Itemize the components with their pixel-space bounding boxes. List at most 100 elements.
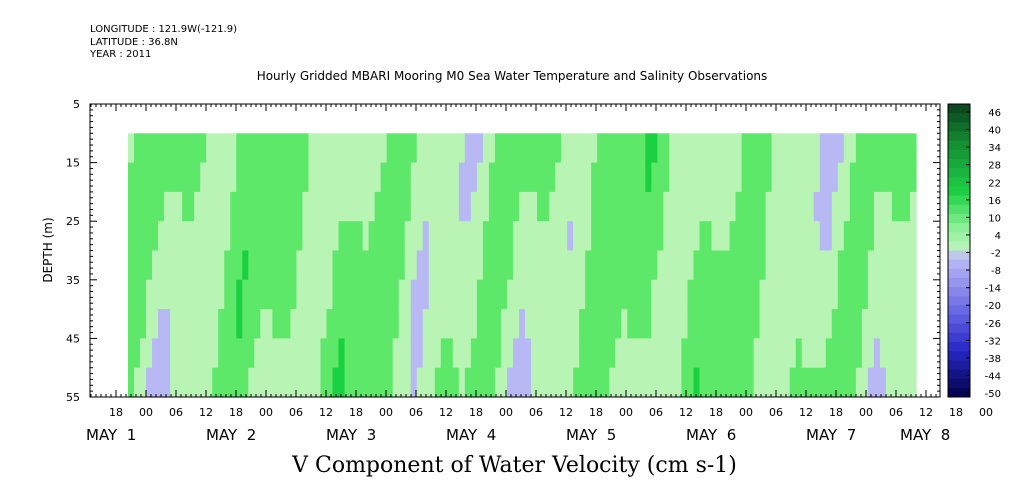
- heatmap-cell: [488, 133, 496, 164]
- heatmap-cell: [555, 191, 562, 222]
- heatmap-cell: [795, 338, 803, 369]
- heatmap-cell: [525, 221, 532, 252]
- heatmap-cell: [663, 162, 670, 193]
- heatmap-cell: [356, 367, 364, 398]
- heatmap-cell: [729, 221, 737, 252]
- heatmap-cell: [140, 367, 147, 398]
- heatmap-cell: [236, 309, 243, 339]
- heatmap-cell: [290, 221, 298, 252]
- heatmap-cell: [753, 133, 761, 164]
- heatmap-cell: [573, 133, 580, 164]
- heatmap-cell: [416, 279, 424, 310]
- heatmap-cell: [356, 191, 364, 222]
- heatmap-cell: [416, 309, 424, 339]
- heatmap-cell: [579, 162, 586, 193]
- heatmap-cell: [506, 367, 514, 398]
- heatmap-cell: [645, 191, 652, 222]
- heatmap-cell: [885, 279, 893, 310]
- heatmap-cell: [525, 250, 532, 281]
- heatmap-cell: [188, 133, 195, 164]
- heatmap-cell: [374, 250, 382, 281]
- heatmap-cell: [302, 133, 310, 164]
- heatmap-cell: [158, 250, 165, 281]
- heatmap-cell: [627, 133, 634, 164]
- heatmap-cell: [657, 338, 664, 369]
- heatmap-cell: [573, 338, 580, 369]
- heatmap-cell: [597, 162, 604, 193]
- heatmap-cell: [585, 309, 592, 339]
- x-hour-label: 12: [199, 406, 213, 419]
- heatmap-cell: [464, 338, 472, 369]
- heatmap-cell: [242, 133, 249, 164]
- heatmap-cell: [446, 191, 454, 222]
- heatmap-cell: [218, 367, 225, 398]
- colorbar-swatch: [948, 168, 970, 178]
- heatmap-cell: [470, 162, 478, 193]
- heatmap-cell: [771, 191, 779, 222]
- heatmap-cell: [717, 221, 725, 252]
- heatmap-cell: [230, 279, 237, 310]
- heatmap-cell: [404, 162, 412, 193]
- heatmap-cell: [867, 221, 875, 252]
- heatmap-cell: [663, 250, 670, 281]
- heatmap-cell: [158, 191, 165, 222]
- heatmap-cell: [801, 279, 809, 310]
- heatmap-cell: [494, 133, 502, 164]
- heatmap-cell: [909, 338, 917, 369]
- heatmap-cell: [891, 250, 899, 281]
- y-tick-label: 45: [66, 332, 80, 345]
- heatmap-cell: [380, 367, 388, 398]
- heatmap-cell: [266, 309, 273, 339]
- heatmap-cell: [176, 191, 183, 222]
- heatmap-cell: [140, 133, 147, 164]
- heatmap-cell: [368, 162, 376, 193]
- heatmap-cell: [428, 250, 436, 281]
- heatmap-cell: [657, 309, 664, 339]
- heatmap-cell: [362, 191, 370, 222]
- heatmap-cell: [464, 309, 472, 339]
- heatmap-cell: [711, 133, 719, 164]
- heatmap-cell: [759, 367, 767, 398]
- colorbar-swatch: [948, 113, 970, 123]
- heatmap-cell: [699, 338, 707, 369]
- heatmap-cell: [765, 279, 773, 310]
- heatmap-cell: [897, 250, 905, 281]
- heatmap-cell: [615, 133, 622, 164]
- heatmap-cell: [597, 279, 604, 310]
- heatmap-cell: [759, 221, 767, 252]
- heatmap-cell: [561, 279, 568, 310]
- heatmap-cell: [609, 191, 616, 222]
- heatmap-cell: [717, 309, 725, 339]
- heatmap-cell: [278, 338, 285, 369]
- x-hour-label: 06: [889, 406, 903, 419]
- heatmap-cell: [254, 309, 261, 339]
- heatmap-cell: [861, 133, 869, 164]
- heatmap-cell: [296, 309, 304, 339]
- heatmap-cell: [621, 133, 628, 164]
- heatmap-cell: [849, 338, 857, 369]
- heatmap-cell: [188, 309, 195, 339]
- colorbar-label: -44: [985, 371, 1001, 382]
- heatmap-cell: [182, 338, 189, 369]
- heatmap-cell: [615, 279, 622, 310]
- heatmap-cell: [128, 338, 135, 369]
- heatmap-cell: [464, 133, 472, 164]
- heatmap-cell: [506, 250, 514, 281]
- heatmap-cell: [669, 221, 676, 252]
- heatmap-cell: [332, 133, 340, 164]
- heatmap-cell: [482, 221, 490, 252]
- heatmap-cell: [831, 367, 839, 398]
- colorbar-swatch: [948, 122, 970, 132]
- heatmap-cell: [741, 367, 749, 398]
- heatmap-cell: [164, 309, 171, 339]
- heatmap-cell: [693, 162, 701, 193]
- colorbar-swatch: [948, 232, 970, 242]
- heatmap-cell: [537, 162, 544, 193]
- x-hour-label: 18: [109, 406, 123, 419]
- heatmap-cell: [789, 133, 797, 164]
- heatmap-cell: [290, 162, 298, 193]
- heatmap-cell: [500, 162, 508, 193]
- heatmap-cell: [182, 250, 189, 281]
- heatmap-cell: [314, 367, 322, 398]
- heatmap-cell: [488, 221, 496, 252]
